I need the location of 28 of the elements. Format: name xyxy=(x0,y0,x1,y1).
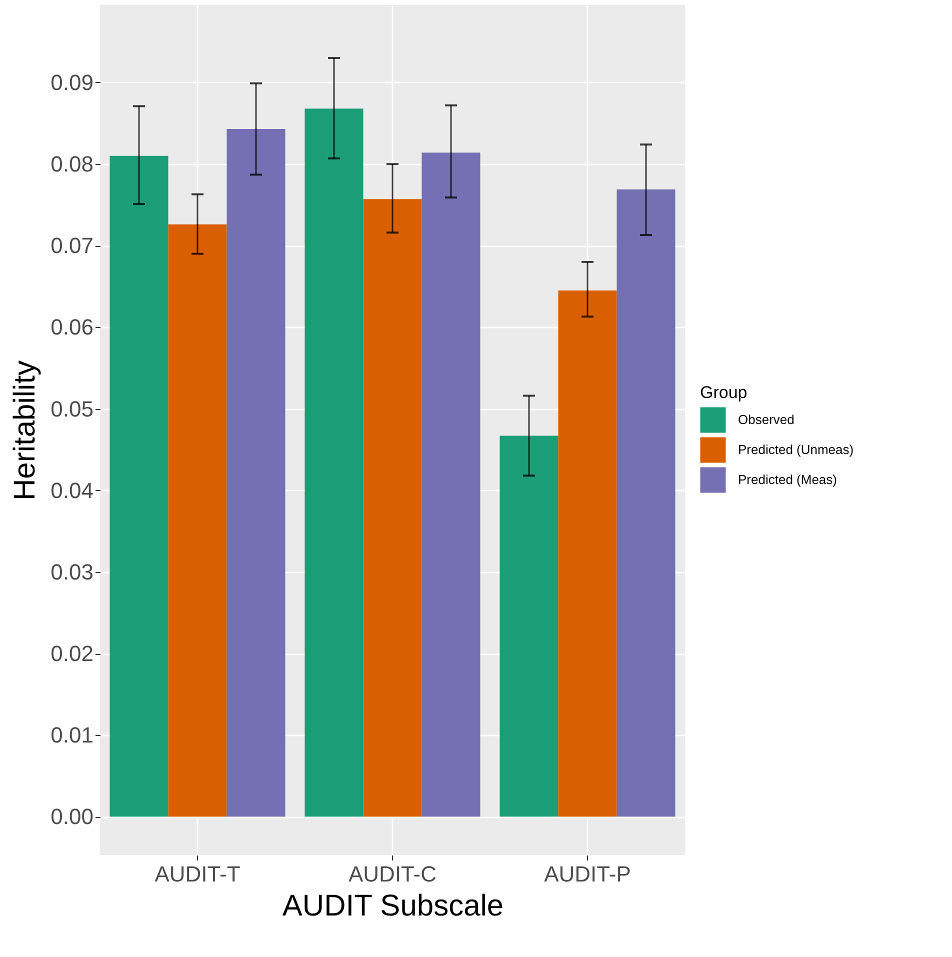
x-tick-label: AUDIT-P xyxy=(544,862,631,886)
bar xyxy=(500,436,558,817)
y-tick-label: 0.08 xyxy=(50,152,94,177)
y-axis-title: Heritability xyxy=(8,360,42,501)
y-tick-label: 0.02 xyxy=(50,641,94,666)
legend-label: Predicted (Meas) xyxy=(738,472,837,487)
legend-title: Group xyxy=(700,383,748,402)
bar xyxy=(422,152,480,817)
y-tick-label: 0.09 xyxy=(50,70,94,95)
bar xyxy=(558,290,617,817)
y-tick-label: 0.07 xyxy=(50,233,94,258)
legend-label: Observed xyxy=(738,412,794,427)
bar xyxy=(168,224,227,817)
y-tick-label: 0.01 xyxy=(50,722,94,748)
bar xyxy=(226,128,286,817)
bar xyxy=(363,199,422,817)
y-tick-label: 0.04 xyxy=(50,478,94,503)
bar xyxy=(616,189,676,817)
x-tick-label: AUDIT-T xyxy=(154,862,240,886)
y-tick-label: 0.00 xyxy=(50,804,94,830)
bar xyxy=(110,156,168,817)
bar xyxy=(304,108,364,817)
y-tick-label: 0.05 xyxy=(50,396,94,422)
legend-label: Predicted (Unmeas) xyxy=(738,442,854,457)
x-tick-label: AUDIT-C xyxy=(348,862,437,886)
x-axis-title: AUDIT Subscale xyxy=(282,890,504,922)
y-tick-label: 0.03 xyxy=(50,559,94,584)
y-tick-label: 0.06 xyxy=(50,314,94,340)
